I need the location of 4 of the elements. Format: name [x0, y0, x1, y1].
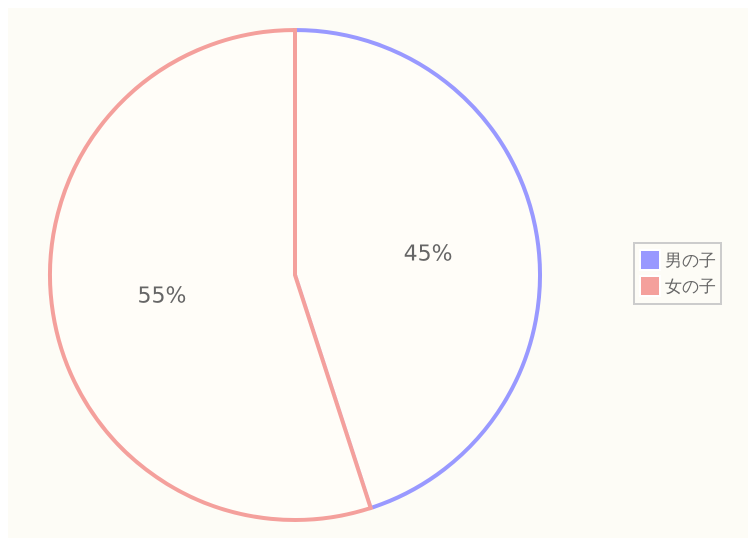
- legend-label: 女の子: [665, 276, 716, 298]
- data-label: 55%: [137, 284, 186, 309]
- data-label: 45%: [404, 241, 453, 266]
- legend-label: 男の子: [665, 250, 716, 272]
